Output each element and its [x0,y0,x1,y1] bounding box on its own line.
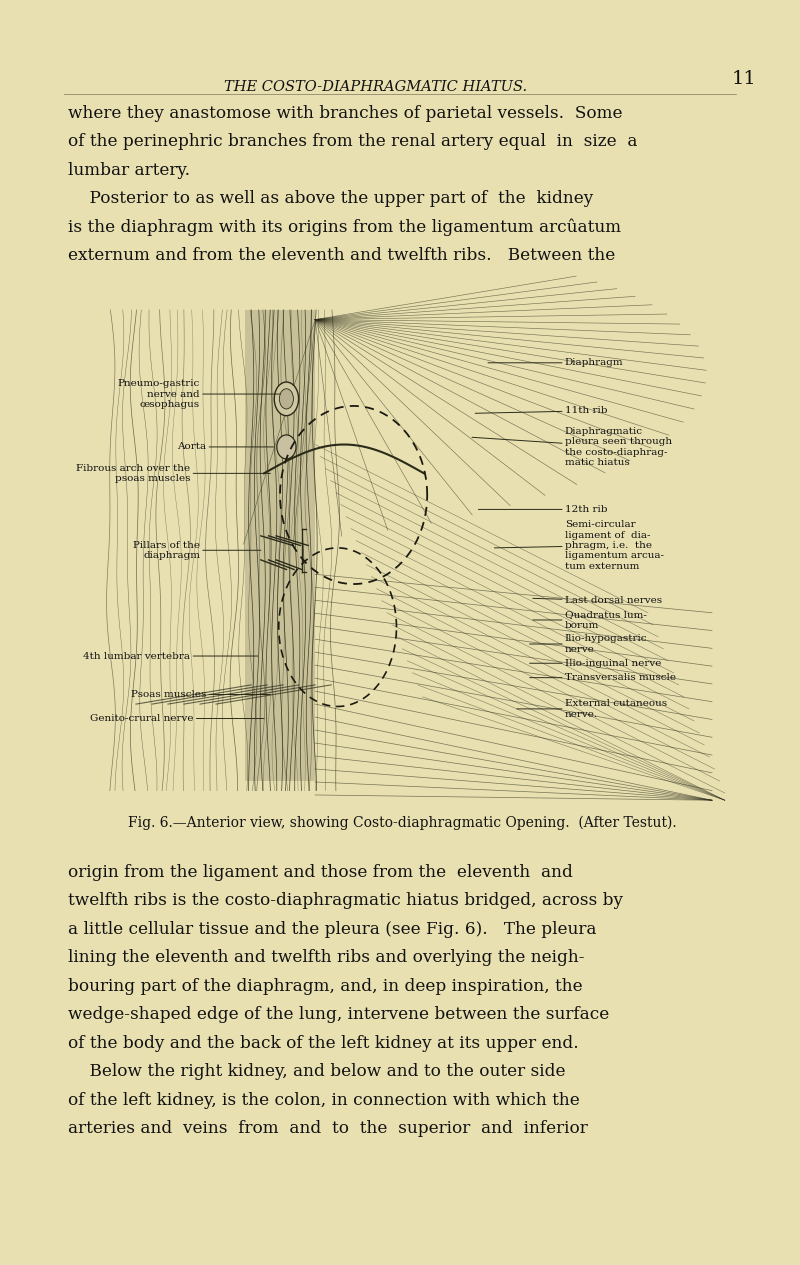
Text: Below the right kidney, and below and to the outer side: Below the right kidney, and below and to… [68,1063,566,1080]
Text: Pneumo-gastric
nerve and
œsophagus: Pneumo-gastric nerve and œsophagus [118,380,280,409]
Text: 11: 11 [731,70,756,87]
Bar [72,310,712,791]
Text: Diaphragmatic
pleura seen through
the costo-diaphrag-
matic hiatus: Diaphragmatic pleura seen through the co… [472,426,672,467]
Text: External cutaneous
nerve.: External cutaneous nerve. [517,700,667,719]
Text: where they anastomose with branches of parietal vessels.  Some: where they anastomose with branches of p… [68,105,622,121]
Text: Fig. 6.—Anterior view, showing Costo-diaphragmatic Opening.  (After Testut).: Fig. 6.—Anterior view, showing Costo-dia… [128,816,677,830]
Text: of the body and the back of the left kidney at its upper end.: of the body and the back of the left kid… [68,1035,578,1051]
Text: Semi-circular
ligament of  dia-
phragm, i.e.  the
ligamentum arcua-
tum externum: Semi-circular ligament of dia- phragm, i… [494,520,664,571]
Text: lumbar artery.: lumbar artery. [68,162,190,178]
Text: externum and from the eleventh and twelfth ribs.   Between the: externum and from the eleventh and twelf… [68,248,615,264]
Text: Psoas muscles: Psoas muscles [131,689,270,700]
Text: Quadratus lum-
borum: Quadratus lum- borum [533,610,646,630]
Text: Pillars of the
diaphragm: Pillars of the diaphragm [133,540,261,560]
Text: Fibrous arch over the
psoas muscles: Fibrous arch over the psoas muscles [76,464,270,483]
Text: Transversalis muscle: Transversalis muscle [530,673,676,682]
Text: Last dorsal nerves: Last dorsal nerves [533,596,662,605]
Text: Diaphragm: Diaphragm [488,358,623,367]
Text: 11th rib: 11th rib [475,406,607,415]
Text: wedge-shaped edge of the lung, intervene between the surface: wedge-shaped edge of the lung, intervene… [68,1006,610,1023]
Text: THE COSTO-DIAPHRAGMATIC HIATUS.: THE COSTO-DIAPHRAGMATIC HIATUS. [225,80,527,94]
Ellipse shape [274,382,298,416]
Text: Genito-crural nerve: Genito-crural nerve [90,713,264,724]
Text: Ilio-hypogastric
nerve: Ilio-hypogastric nerve [530,634,647,654]
Text: Posterior to as well as above the upper part of  the  kidney: Posterior to as well as above the upper … [68,190,594,207]
Text: lining the eleventh and twelfth ribs and overlying the neigh-: lining the eleventh and twelfth ribs and… [68,949,585,966]
Text: of the perinephric branches from the renal artery equal  in  size  a: of the perinephric branches from the ren… [68,134,638,151]
Text: twelfth ribs is the costo-diaphragmatic hiatus bridged, across by: twelfth ribs is the costo-diaphragmatic … [68,893,623,910]
FancyBboxPatch shape [245,310,315,781]
Text: is the diaphragm with its origins from the ligamentum arcûatum: is the diaphragm with its origins from t… [68,219,621,237]
Ellipse shape [277,435,296,459]
Text: bouring part of the diaphragm, and, in deep inspiration, the: bouring part of the diaphragm, and, in d… [68,978,582,994]
Text: 12th rib: 12th rib [478,505,607,514]
Text: Aorta: Aorta [178,443,274,452]
Text: arteries and  veins  from  and  to  the  superior  and  inferior: arteries and veins from and to the super… [68,1120,588,1137]
Text: of the left kidney, is the colon, in connection with which the: of the left kidney, is the colon, in con… [68,1092,580,1108]
Text: a little cellular tissue and the pleura (see Fig. 6).   The pleura: a little cellular tissue and the pleura … [68,921,597,937]
Text: origin from the ligament and those from the  eleventh  and: origin from the ligament and those from … [68,864,573,880]
Ellipse shape [279,388,294,409]
Text: 4th lumbar vertebra: 4th lumbar vertebra [83,651,258,660]
Text: Ilio-inguinal nerve: Ilio-inguinal nerve [530,659,661,668]
